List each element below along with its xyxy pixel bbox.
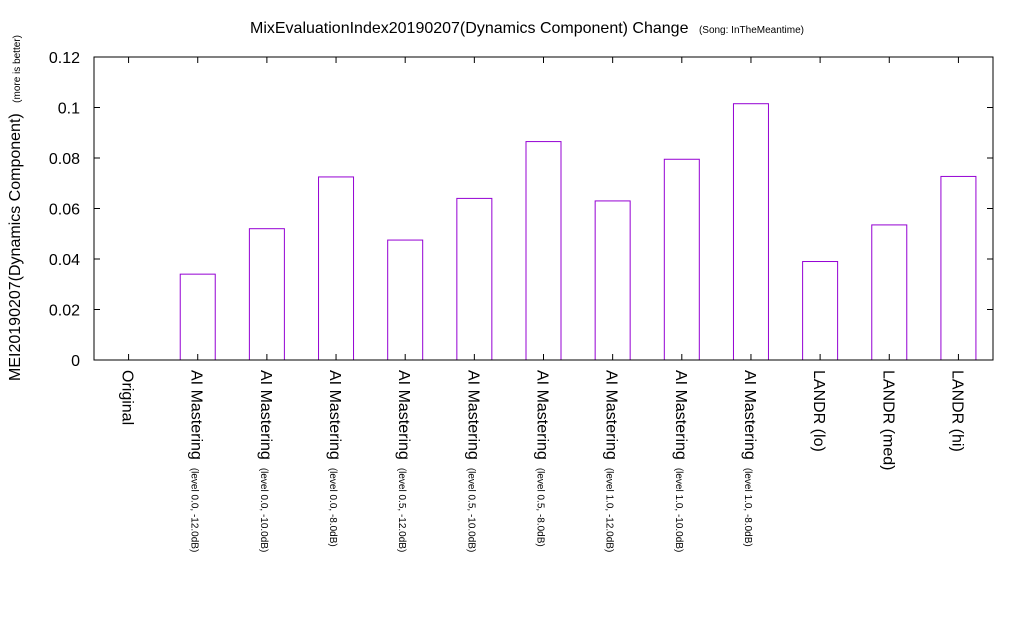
- bar: [594, 200, 631, 361]
- x-tick-label: AI Mastering (level 1.0, -12.0dB): [603, 370, 620, 552]
- x-tick-label-main: LANDR (hi): [948, 370, 965, 452]
- x-tick-label-sub: (level 0.5, -10.0dB): [465, 468, 476, 553]
- x-tick-label-main: AI Mastering: [741, 370, 758, 460]
- chart-subtitle: (Song: InTheMeantime): [699, 25, 804, 36]
- chart-title-main: MixEvaluationIndex20190207(Dynamics Comp…: [250, 20, 689, 37]
- x-tick-label-main: AI Mastering: [672, 370, 689, 460]
- x-tick-label-sub: (level 1.0, -12.0dB): [604, 468, 615, 553]
- x-tick-label-main: AI Mastering: [257, 370, 274, 460]
- x-tick-label-main: AI Mastering: [464, 370, 481, 460]
- y-axis-label-note: (more is better): [12, 35, 23, 103]
- x-tick-label-main: AI Mastering: [534, 370, 551, 460]
- x-tick-label: LANDR (lo): [810, 370, 827, 452]
- x-tick-label: AI Mastering (level 0.0, -10.0dB): [257, 370, 274, 552]
- x-tick-label: AI Mastering (level 0.5, -10.0dB): [464, 370, 481, 552]
- x-tick-label-main: AI Mastering: [188, 370, 205, 460]
- bar: [663, 158, 700, 361]
- x-tick-label-sub: (level 1.0, -8.0dB): [742, 468, 753, 547]
- bars: [179, 103, 977, 361]
- x-tick-label-sub: (level 0.5, -12.0dB): [396, 468, 407, 553]
- y-tick-label: 0.08: [49, 151, 80, 168]
- bar: [248, 228, 285, 361]
- y-tick-label: 0.02: [49, 303, 80, 320]
- x-axis: Original AI Mastering (level 0.0, -12.0dB)…: [119, 57, 965, 552]
- plot-frame: [93, 56, 994, 361]
- bar: [732, 103, 769, 361]
- y-tick-label: 0: [71, 353, 80, 370]
- x-tick-label-sub: (level 0.0, -8.0dB): [327, 468, 338, 547]
- x-tick-label: LANDR (hi): [948, 370, 965, 452]
- bar: [179, 273, 216, 361]
- bar: [525, 141, 562, 361]
- x-tick-label: AI Mastering (level 0.0, -12.0dB): [188, 370, 205, 552]
- x-tick-label-main: AI Mastering: [603, 370, 620, 460]
- y-tick-label: 0.04: [49, 252, 80, 269]
- x-tick-label-main: AI Mastering: [395, 370, 412, 460]
- bar: [871, 224, 908, 361]
- bar: [940, 175, 977, 361]
- chart-title: MixEvaluationIndex20190207(Dynamics Comp…: [250, 20, 804, 37]
- bar: [318, 176, 355, 361]
- x-tick-label-sub: (level 0.5, -8.0dB): [535, 468, 546, 547]
- x-tick-label: AI Mastering (level 0.5, -8.0dB): [534, 370, 551, 547]
- y-axis-label: MEI20190207(Dynamics Component) (more is…: [7, 35, 24, 381]
- x-tick-label-sub: (level 0.0, -12.0dB): [189, 468, 200, 553]
- y-tick-label: 0.06: [49, 202, 80, 219]
- x-tick-label-main: LANDR (lo): [810, 370, 827, 452]
- x-tick-label-main: LANDR (med): [879, 370, 896, 470]
- x-tick-label: AI Mastering (level 0.0, -8.0dB): [326, 370, 343, 547]
- x-tick-label-main: Original: [119, 370, 136, 425]
- bar: [387, 239, 424, 361]
- bar: [802, 261, 839, 361]
- y-axis: 0 0.02 0.04 0.06 0.08 0.1 0.12: [49, 50, 993, 370]
- x-tick-label: Original: [119, 370, 136, 425]
- x-tick-label-main: AI Mastering: [326, 370, 343, 460]
- y-tick-label: 0.12: [49, 50, 80, 67]
- y-tick-label: 0.1: [58, 101, 80, 118]
- x-tick-label: AI Mastering (level 1.0, -10.0dB): [672, 370, 689, 552]
- x-tick-label: AI Mastering (level 0.5, -12.0dB): [395, 370, 412, 552]
- y-axis-label-main: MEI20190207(Dynamics Component): [7, 113, 24, 381]
- x-tick-label-sub: (level 1.0, -10.0dB): [673, 468, 684, 553]
- x-tick-label: AI Mastering (level 1.0, -8.0dB): [741, 370, 758, 547]
- bar: [456, 197, 493, 361]
- x-tick-label: LANDR (med): [879, 370, 896, 470]
- x-tick-label-sub: (level 0.0, -10.0dB): [258, 468, 269, 553]
